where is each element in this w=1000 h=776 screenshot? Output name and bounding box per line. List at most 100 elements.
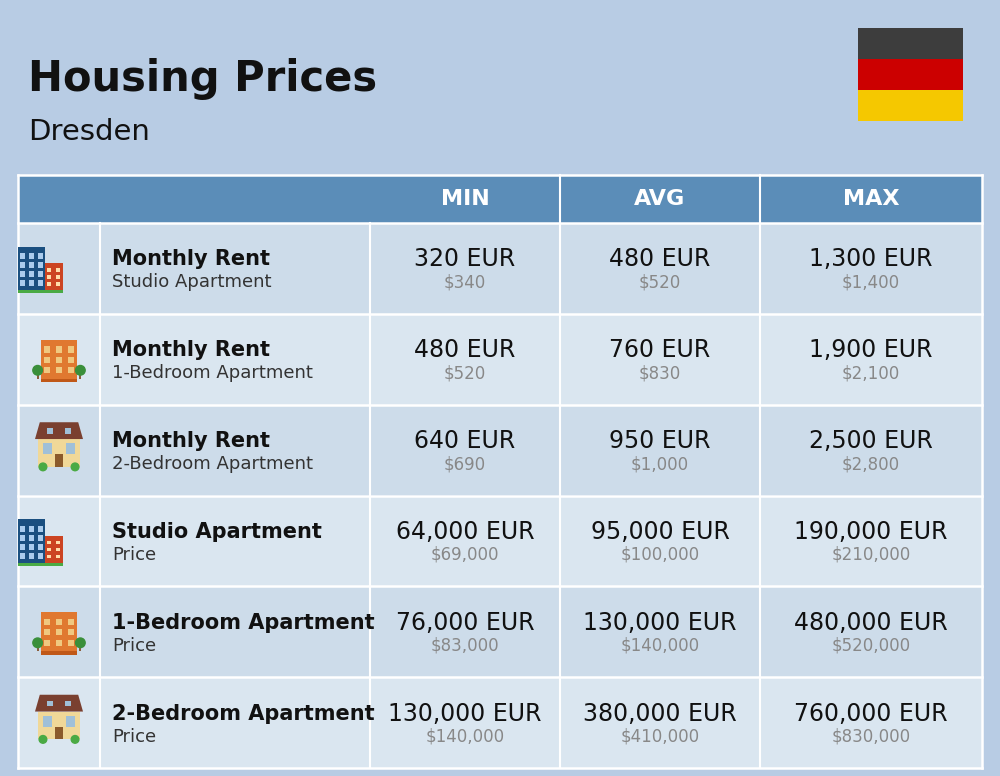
FancyBboxPatch shape xyxy=(47,701,53,706)
FancyBboxPatch shape xyxy=(38,280,43,286)
Text: $690: $690 xyxy=(444,455,486,473)
FancyBboxPatch shape xyxy=(18,519,45,563)
Text: 95,000 EUR: 95,000 EUR xyxy=(591,520,729,544)
FancyBboxPatch shape xyxy=(45,535,63,563)
Text: 1-Bedroom Apartment: 1-Bedroom Apartment xyxy=(112,364,313,383)
Polygon shape xyxy=(35,422,83,439)
Text: Monthly Rent: Monthly Rent xyxy=(112,340,270,360)
FancyBboxPatch shape xyxy=(29,526,34,532)
FancyBboxPatch shape xyxy=(18,587,982,677)
FancyBboxPatch shape xyxy=(858,90,963,121)
Text: $210,000: $210,000 xyxy=(831,546,911,564)
FancyBboxPatch shape xyxy=(68,618,74,625)
FancyBboxPatch shape xyxy=(20,553,25,559)
FancyBboxPatch shape xyxy=(47,541,51,544)
FancyBboxPatch shape xyxy=(44,629,50,636)
FancyBboxPatch shape xyxy=(43,443,52,455)
FancyBboxPatch shape xyxy=(18,563,45,566)
FancyBboxPatch shape xyxy=(18,175,982,223)
FancyBboxPatch shape xyxy=(55,727,63,740)
FancyBboxPatch shape xyxy=(65,428,71,434)
FancyBboxPatch shape xyxy=(29,262,34,268)
FancyBboxPatch shape xyxy=(38,439,80,467)
Text: $830: $830 xyxy=(639,364,681,383)
FancyBboxPatch shape xyxy=(18,247,45,290)
Polygon shape xyxy=(35,695,83,712)
FancyBboxPatch shape xyxy=(44,346,50,352)
Text: $1,000: $1,000 xyxy=(631,455,689,473)
FancyBboxPatch shape xyxy=(20,280,25,286)
FancyBboxPatch shape xyxy=(56,618,62,625)
FancyBboxPatch shape xyxy=(44,618,50,625)
FancyBboxPatch shape xyxy=(68,639,74,646)
FancyBboxPatch shape xyxy=(41,379,77,383)
Text: $100,000: $100,000 xyxy=(620,546,700,564)
Text: $2,100: $2,100 xyxy=(842,364,900,383)
FancyBboxPatch shape xyxy=(18,404,982,496)
FancyBboxPatch shape xyxy=(29,535,34,541)
Text: MIN: MIN xyxy=(441,189,489,209)
Text: $69,000: $69,000 xyxy=(431,546,499,564)
FancyBboxPatch shape xyxy=(20,544,25,549)
FancyBboxPatch shape xyxy=(56,357,62,363)
FancyBboxPatch shape xyxy=(47,555,51,559)
FancyBboxPatch shape xyxy=(38,553,43,559)
FancyBboxPatch shape xyxy=(20,535,25,541)
Circle shape xyxy=(76,365,85,375)
FancyBboxPatch shape xyxy=(79,646,81,651)
Text: Monthly Rent: Monthly Rent xyxy=(112,249,270,269)
Text: 380,000 EUR: 380,000 EUR xyxy=(583,702,737,726)
FancyBboxPatch shape xyxy=(56,639,62,646)
Text: 2,500 EUR: 2,500 EUR xyxy=(809,429,933,453)
Circle shape xyxy=(33,365,42,375)
FancyBboxPatch shape xyxy=(44,367,50,373)
FancyBboxPatch shape xyxy=(18,677,982,768)
Text: 760,000 EUR: 760,000 EUR xyxy=(794,702,948,726)
Circle shape xyxy=(33,638,42,648)
Circle shape xyxy=(71,736,79,743)
FancyBboxPatch shape xyxy=(41,612,77,651)
Text: 760 EUR: 760 EUR xyxy=(609,338,711,362)
FancyBboxPatch shape xyxy=(29,280,34,286)
FancyBboxPatch shape xyxy=(56,548,60,552)
FancyBboxPatch shape xyxy=(68,367,74,373)
FancyBboxPatch shape xyxy=(65,701,71,706)
Text: 1-Bedroom Apartment: 1-Bedroom Apartment xyxy=(112,613,375,632)
FancyBboxPatch shape xyxy=(41,651,77,655)
Text: $340: $340 xyxy=(444,273,486,292)
Text: Dresden: Dresden xyxy=(28,118,150,146)
Text: 480,000 EUR: 480,000 EUR xyxy=(794,611,948,635)
Text: 64,000 EUR: 64,000 EUR xyxy=(396,520,534,544)
Text: 950 EUR: 950 EUR xyxy=(609,429,711,453)
FancyBboxPatch shape xyxy=(47,268,51,272)
Text: Studio Apartment: Studio Apartment xyxy=(112,522,322,542)
Text: 480 EUR: 480 EUR xyxy=(414,338,516,362)
FancyBboxPatch shape xyxy=(68,357,74,363)
FancyBboxPatch shape xyxy=(66,443,75,455)
Circle shape xyxy=(39,736,47,743)
FancyBboxPatch shape xyxy=(29,272,34,277)
FancyBboxPatch shape xyxy=(858,59,963,90)
Text: 1,300 EUR: 1,300 EUR xyxy=(809,248,933,272)
Text: $520,000: $520,000 xyxy=(831,637,911,655)
Text: Studio Apartment: Studio Apartment xyxy=(112,273,272,292)
FancyBboxPatch shape xyxy=(68,346,74,352)
FancyBboxPatch shape xyxy=(858,28,963,59)
FancyBboxPatch shape xyxy=(56,268,60,272)
Text: 320 EUR: 320 EUR xyxy=(414,248,516,272)
FancyBboxPatch shape xyxy=(20,254,25,259)
FancyBboxPatch shape xyxy=(56,275,60,279)
Text: 130,000 EUR: 130,000 EUR xyxy=(388,702,542,726)
Text: 2-Bedroom Apartment: 2-Bedroom Apartment xyxy=(112,704,375,723)
Text: Price: Price xyxy=(112,546,156,564)
FancyBboxPatch shape xyxy=(79,373,81,379)
FancyBboxPatch shape xyxy=(45,290,63,293)
FancyBboxPatch shape xyxy=(41,340,77,379)
FancyBboxPatch shape xyxy=(45,263,63,290)
Text: Housing Prices: Housing Prices xyxy=(28,58,377,100)
FancyBboxPatch shape xyxy=(29,544,34,549)
Text: 2-Bedroom Apartment: 2-Bedroom Apartment xyxy=(112,455,313,473)
Text: 190,000 EUR: 190,000 EUR xyxy=(794,520,948,544)
FancyBboxPatch shape xyxy=(68,629,74,636)
FancyBboxPatch shape xyxy=(20,272,25,277)
